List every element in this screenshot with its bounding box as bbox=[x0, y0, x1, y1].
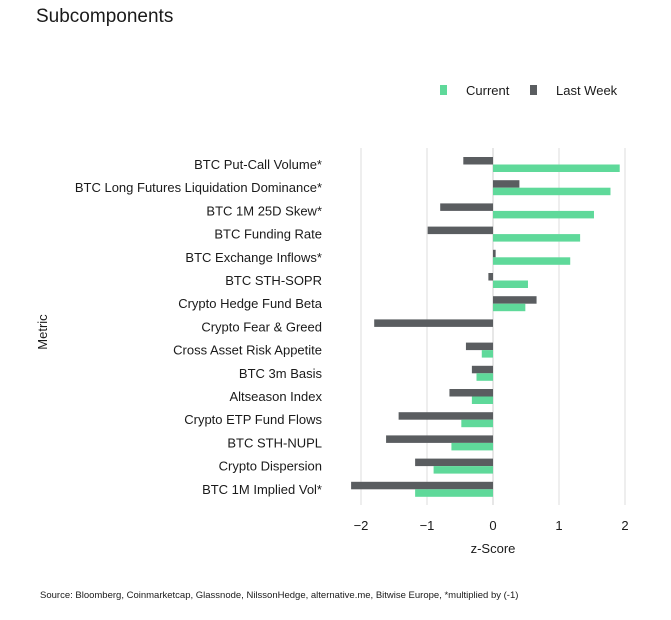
category-label: BTC Long Futures Liquidation Dominance* bbox=[75, 180, 322, 195]
bar-current bbox=[493, 257, 571, 265]
bar-last-week bbox=[415, 458, 493, 467]
legend-swatch bbox=[530, 85, 537, 95]
bar-last-week bbox=[351, 481, 493, 490]
category-label: BTC 1M 25D Skew* bbox=[206, 203, 322, 218]
bar-current bbox=[493, 234, 581, 242]
legend-label: Last Week bbox=[556, 83, 618, 98]
bar-last-week bbox=[374, 319, 493, 327]
category-label: Cross Asset Risk Appetite bbox=[173, 343, 322, 358]
x-tick-label: −2 bbox=[354, 518, 369, 533]
category-label: BTC Put-Call Volume* bbox=[194, 157, 322, 172]
y-axis-label: Metric bbox=[35, 314, 50, 350]
bar-last-week bbox=[398, 412, 493, 420]
bar-last-week bbox=[463, 157, 493, 165]
x-axis-label: z-Score bbox=[471, 541, 516, 556]
bar-current bbox=[481, 350, 493, 358]
x-tick-label: 0 bbox=[489, 518, 496, 533]
bar-current bbox=[433, 466, 493, 474]
x-tick-label: 2 bbox=[621, 518, 628, 533]
category-label: Crypto Fear & Greed bbox=[201, 319, 322, 334]
legend: Current Last Week bbox=[440, 83, 618, 98]
bar-current bbox=[493, 187, 611, 196]
category-label: BTC STH-NUPL bbox=[227, 435, 322, 450]
category-label: Crypto ETP Fund Flows bbox=[184, 412, 322, 427]
bar-current bbox=[493, 164, 620, 172]
bar-last-week bbox=[449, 389, 493, 397]
bar-last-week bbox=[471, 365, 493, 374]
bar-last-week bbox=[386, 435, 493, 443]
category-label: BTC Exchange Inflows* bbox=[185, 250, 322, 265]
category-label: Altseason Index bbox=[229, 389, 322, 404]
bar-chart: BTC Put-Call Volume* BTC Long Futures Liq… bbox=[35, 83, 629, 556]
bar-current bbox=[415, 489, 493, 497]
category-label: Crypto Dispersion bbox=[219, 459, 322, 474]
bar-current bbox=[493, 280, 528, 288]
bar-current bbox=[451, 442, 493, 451]
x-tick-labels: −2 −1 0 1 2 bbox=[354, 518, 629, 533]
legend-swatch bbox=[440, 85, 447, 95]
category-label: BTC Funding Rate bbox=[214, 227, 322, 242]
bar-last-week bbox=[488, 273, 493, 281]
bar-current bbox=[493, 210, 594, 219]
chart-title: Subcomponents bbox=[36, 6, 174, 27]
bar-last-week bbox=[493, 296, 537, 304]
bar-last-week bbox=[493, 180, 520, 188]
source-note: Source: Bloomberg, Coinmarketcap, Glassn… bbox=[40, 590, 519, 601]
bar-last-week bbox=[493, 249, 496, 258]
bar-last-week bbox=[427, 226, 493, 235]
bar-last-week bbox=[465, 342, 493, 351]
bar-last-week bbox=[440, 203, 493, 211]
x-tick-label: 1 bbox=[555, 518, 562, 533]
category-label: Crypto Hedge Fund Beta bbox=[178, 296, 323, 311]
bar-current bbox=[461, 419, 493, 428]
category-labels: BTC Put-Call Volume* BTC Long Futures Liq… bbox=[75, 157, 323, 497]
bars bbox=[351, 157, 620, 497]
category-label: BTC STH-SOPR bbox=[225, 273, 322, 288]
category-label: BTC 1M Implied Vol* bbox=[202, 482, 322, 497]
bar-current bbox=[493, 303, 526, 312]
legend-label: Current bbox=[466, 83, 510, 98]
bar-current bbox=[476, 373, 493, 381]
x-tick-label: −1 bbox=[420, 518, 435, 533]
category-label: BTC 3m Basis bbox=[239, 366, 323, 381]
bar-current bbox=[471, 396, 493, 404]
